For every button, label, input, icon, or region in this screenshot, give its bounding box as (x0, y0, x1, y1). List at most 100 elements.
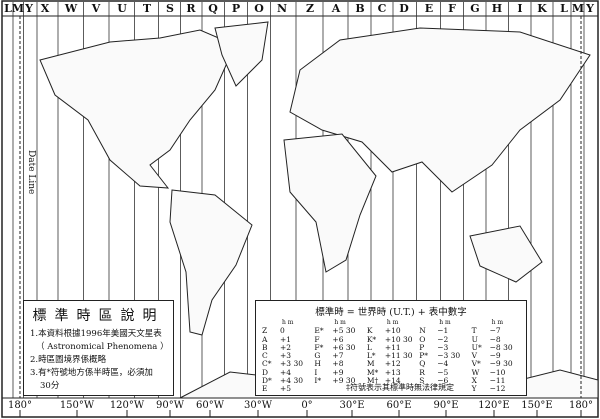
zone-letter-L: L (4, 2, 12, 15)
longitude-label: 120°E (478, 400, 510, 411)
zone-letter-R: R (186, 2, 196, 15)
table-row: S −6 (419, 376, 449, 386)
table-row: D* +4 30 (262, 376, 303, 386)
table-column: h m T −7 U −8 U* −8 30 V −9 V* −9 30 W −10 X −11 Y −12 (472, 319, 520, 394)
legend-item: 30分 (40, 381, 60, 391)
north-america (39, 29, 236, 189)
zone-letter-Y: Y (25, 2, 33, 15)
table-row: R −5 (419, 367, 449, 377)
table-row: U* −8 30 (471, 342, 513, 352)
zone-letter-L: L (560, 2, 568, 15)
table-row: F* +6 30 (314, 342, 356, 352)
table-row: I* +9 30 (314, 376, 356, 386)
table-row: V* −9 30 (471, 359, 513, 369)
zone-letter-X: X (40, 2, 50, 15)
zone-letter-M: M (571, 2, 585, 15)
zone-letter-P: P (231, 2, 241, 15)
table-row: C +3 (262, 351, 292, 361)
zone-letter-N: N (276, 2, 288, 15)
date-line-label: Date Line (26, 150, 36, 195)
offset-table: 標準時 = 世界時 (U.T.) + 表中數字 h m Z 0 A +1 B +2 C +3 C*… (255, 300, 527, 396)
table-row: W −10 (471, 367, 506, 377)
table-row: X −11 (471, 376, 506, 386)
table-column: h m K +10 K* +10 30 L +11 L* +11 30 M +12 M* +13 M† +1… (367, 319, 415, 394)
table-row: M† +14 (366, 376, 401, 386)
zone-letter-I: I (517, 2, 523, 15)
table-row: E* +5 30 (314, 326, 356, 336)
legend-item: （ Astronomical Phenomena ） (36, 342, 169, 352)
table-row: T −7 (471, 326, 501, 336)
longitude-label: 30°W (243, 400, 273, 411)
zone-letter-Q: Q (208, 2, 218, 15)
greenland (214, 21, 269, 87)
zone-letter-A: A (331, 2, 341, 15)
table-row: Y −12 (471, 384, 506, 394)
longitude-label: 90°W (155, 400, 185, 411)
legend-title: 標準時區說明 (32, 308, 165, 324)
zone-letter-T: T (142, 2, 152, 15)
zone-letter-H: H (491, 2, 503, 15)
table-row: F +6 (314, 334, 344, 344)
table-row: K +10 (366, 326, 401, 336)
legend-item: 2.時區圖境界係概略 (30, 355, 107, 365)
africa (283, 133, 377, 273)
zone-letter-W: W (64, 2, 78, 15)
zone-letter-S: S (166, 2, 174, 15)
table-row: Q −4 (419, 359, 449, 369)
table-column: h m Z 0 A +1 B +2 C +3 C* +3 30 D +4 D* +4 30 E +5 (262, 319, 310, 394)
table-row: G +7 (314, 351, 344, 361)
zone-letter-Z: Z (305, 2, 315, 15)
table-row: I +9 (314, 367, 344, 377)
zone-letter-O: O (254, 2, 264, 15)
table-row: V −9 (471, 351, 501, 361)
legend-item: 3.有*符號地方係半時區，必須加 (30, 368, 153, 378)
table-title: 標準時 = 世界時 (U.T.) + 表中數字 (315, 307, 467, 318)
table-row: U −8 (471, 334, 501, 344)
table-row: C* +3 30 (262, 359, 303, 369)
table-row: A +1 (262, 334, 292, 344)
longitude-label: 180° (7, 400, 33, 411)
eurasia (289, 27, 591, 193)
south-america (169, 189, 253, 336)
zone-letter-F: F (448, 2, 456, 15)
table-row: D +4 (262, 367, 292, 377)
table-row: L* +11 30 (366, 351, 413, 361)
longitude-label: 120°W (109, 400, 145, 411)
zone-letter-D: D (399, 2, 409, 15)
zone-letter-G: G (470, 2, 480, 15)
zone-letter-E: E (424, 2, 434, 15)
longitude-label: 30°E (339, 400, 365, 411)
table-row: M* +13 (366, 367, 401, 377)
legend-box: 標準時區說明 1.本資料根據1996年美國天文星表 （ Astronomical… (23, 300, 174, 396)
zone-letter-M: M (11, 2, 25, 15)
table-row: P* −3 30 (419, 351, 461, 361)
table-row: M +12 (366, 359, 401, 369)
zone-letter-U: U (117, 2, 127, 15)
zone-letter-Y: Y (586, 2, 594, 15)
longitude-label: 150°E (521, 400, 553, 411)
longitude-label: 90°E (433, 400, 459, 411)
longitude-label: 60°W (195, 400, 225, 411)
table-row: E +5 (262, 384, 292, 394)
longitude-label: 0° (301, 400, 313, 411)
longitude-label: 150°W (59, 400, 95, 411)
table-column: h m E* +5 30 F +6 F* +6 30 G +7 H +8 I +9 I* +9 30 (314, 319, 362, 394)
australia (469, 225, 543, 283)
table-row: N −1 (419, 326, 449, 336)
table-row: B +2 (262, 342, 292, 352)
legend-item: 1.本資料根據1996年美國天文星表 (30, 329, 162, 339)
longitude-label: 60°E (386, 400, 412, 411)
table-row: L +11 (366, 342, 401, 352)
zone-letter-K: K (537, 2, 547, 15)
zone-letter-B: B (355, 2, 365, 15)
zone-letter-C: C (377, 2, 387, 15)
table-note: ‡符號表示其標準時無法律規定 (346, 383, 454, 392)
continents (39, 21, 599, 399)
table-row: K* +10 30 (366, 334, 413, 344)
table-column: h m N −1 O −2 P −3 P* −3 30 Q −4 R −5 S −6 (419, 319, 467, 394)
table-row: H +8 (314, 359, 344, 369)
longitude-label: 180° (568, 400, 594, 411)
table-row: P −3 (419, 342, 449, 352)
